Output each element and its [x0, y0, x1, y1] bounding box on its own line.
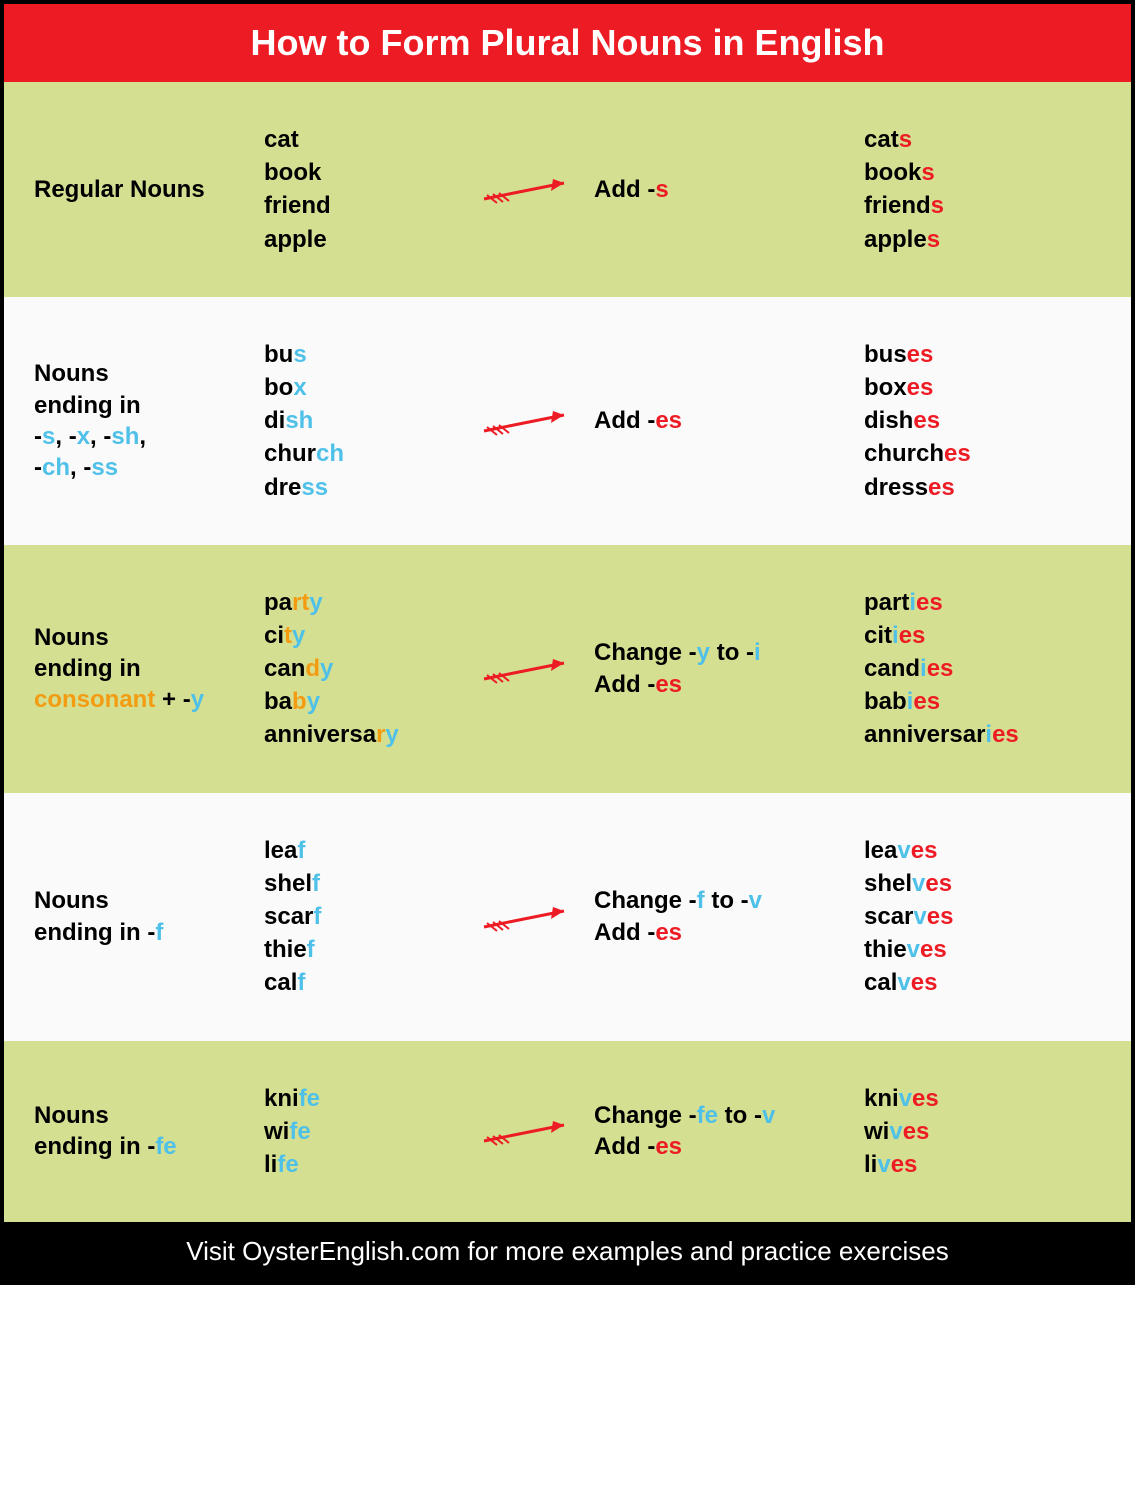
example-item: party	[264, 587, 474, 618]
arrow-icon	[479, 169, 589, 209]
rule-line: Add -es	[594, 917, 864, 948]
example-item: wife	[264, 1116, 474, 1147]
rule-line: Change -fe to -v	[594, 1100, 864, 1131]
example-item: knife	[264, 1083, 474, 1114]
example-item: life	[264, 1149, 474, 1180]
example-item: anniversary	[264, 719, 474, 750]
example-item: cat	[264, 124, 474, 155]
example-item: book	[264, 157, 474, 188]
result-item: leaves	[864, 835, 1111, 866]
result-item: dishes	[864, 405, 1111, 436]
category-label: Nounsending in-s, -x, -sh,-ch, -ss	[34, 358, 264, 483]
result-item: apples	[864, 224, 1111, 255]
example-list: busboxdishchurchdress	[264, 337, 474, 505]
page-title: How to Form Plural Nouns in English	[4, 4, 1131, 82]
result-item: scarves	[864, 901, 1111, 932]
result-list: catsbooksfriendsapples	[864, 122, 1111, 257]
rule-row: Nounsending in -fleafshelfscarfthiefcalf…	[4, 793, 1131, 1041]
result-list: busesboxesdisheschurchesdresses	[864, 337, 1111, 505]
result-item: lives	[864, 1149, 1111, 1180]
category-label: Nounsending inconsonant + -y	[34, 622, 264, 716]
example-list: partycitycandybabyanniversary	[264, 585, 474, 753]
example-item: scarf	[264, 901, 474, 932]
result-item: anniversaries	[864, 719, 1111, 750]
example-item: baby	[264, 686, 474, 717]
rule-line: Change -f to -v	[594, 885, 864, 916]
example-item: dress	[264, 472, 474, 503]
result-item: shelves	[864, 868, 1111, 899]
result-item: friends	[864, 190, 1111, 221]
result-item: books	[864, 157, 1111, 188]
result-item: dresses	[864, 472, 1111, 503]
rule-text: Add -s	[594, 174, 864, 205]
example-list: catbookfriendapple	[264, 122, 474, 257]
result-list: partiescitiescandiesbabiesanniversaries	[864, 585, 1111, 753]
example-list: leafshelfscarfthiefcalf	[264, 833, 474, 1001]
example-item: bus	[264, 339, 474, 370]
footer-text: Visit OysterEnglish.com for more example…	[4, 1222, 1131, 1281]
rules-table: Regular NounscatbookfriendappleAdd -scat…	[4, 82, 1131, 1222]
result-item: boxes	[864, 372, 1111, 403]
category-label: Nounsending in -f	[34, 885, 264, 947]
arrow-icon	[479, 401, 589, 441]
rule-text: Change -fe to -vAdd -es	[594, 1100, 864, 1162]
result-item: cities	[864, 620, 1111, 651]
example-item: shelf	[264, 868, 474, 899]
rule-line: Change -y to -i	[594, 637, 864, 668]
category-label: Regular Nouns	[34, 174, 264, 205]
arrow-cell	[474, 649, 594, 689]
result-list: kniveswiveslives	[864, 1081, 1111, 1183]
arrow-icon	[479, 649, 589, 689]
rule-text: Add -es	[594, 405, 864, 436]
infographic-container: How to Form Plural Nouns in English Regu…	[0, 0, 1135, 1285]
arrow-icon	[479, 1111, 589, 1151]
example-item: leaf	[264, 835, 474, 866]
example-list: knifewifelife	[264, 1081, 474, 1183]
rule-line: Add -es	[594, 405, 864, 436]
rule-row: Nounsending in-s, -x, -sh,-ch, -ssbusbox…	[4, 297, 1131, 545]
rule-line: Add -es	[594, 669, 864, 700]
example-item: box	[264, 372, 474, 403]
example-item: calf	[264, 967, 474, 998]
arrow-cell	[474, 169, 594, 209]
result-item: candies	[864, 653, 1111, 684]
rule-text: Change -f to -vAdd -es	[594, 885, 864, 947]
example-item: dish	[264, 405, 474, 436]
example-item: church	[264, 438, 474, 469]
result-item: thieves	[864, 934, 1111, 965]
result-item: churches	[864, 438, 1111, 469]
result-item: knives	[864, 1083, 1111, 1114]
rule-row: Regular NounscatbookfriendappleAdd -scat…	[4, 82, 1131, 297]
example-item: city	[264, 620, 474, 651]
category-label: Nounsending in -fe	[34, 1100, 264, 1162]
rule-text: Change -y to -iAdd -es	[594, 637, 864, 699]
result-item: babies	[864, 686, 1111, 717]
result-item: wives	[864, 1116, 1111, 1147]
rule-row: Nounsending inconsonant + -ypartycitycan…	[4, 545, 1131, 793]
rule-line: Add -es	[594, 1131, 864, 1162]
example-item: thief	[264, 934, 474, 965]
example-item: friend	[264, 190, 474, 221]
result-item: buses	[864, 339, 1111, 370]
result-item: parties	[864, 587, 1111, 618]
arrow-icon	[479, 897, 589, 937]
rule-row: Nounsending in -feknifewifelife Change -f…	[4, 1041, 1131, 1223]
result-item: calves	[864, 967, 1111, 998]
arrow-cell	[474, 401, 594, 441]
arrow-cell	[474, 897, 594, 937]
result-list: leavesshelvesscarvesthievescalves	[864, 833, 1111, 1001]
example-item: candy	[264, 653, 474, 684]
result-item: cats	[864, 124, 1111, 155]
arrow-cell	[474, 1111, 594, 1151]
rule-line: Add -s	[594, 174, 864, 205]
example-item: apple	[264, 224, 474, 255]
